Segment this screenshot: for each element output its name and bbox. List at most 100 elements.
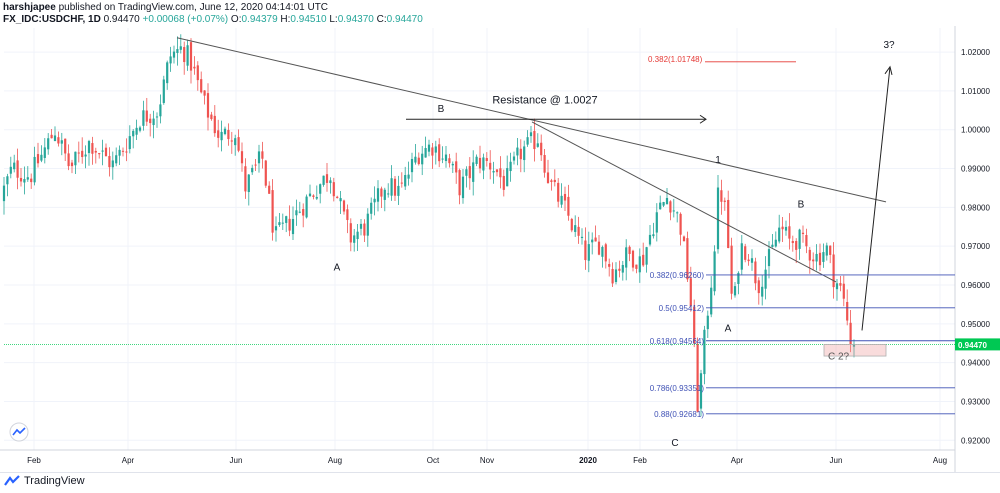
candle-body — [526, 137, 529, 145]
candle-body — [546, 172, 550, 184]
low-label: L: — [329, 14, 338, 25]
candle-body — [512, 156, 516, 161]
candle-body — [400, 182, 403, 184]
wave-label: B — [438, 104, 445, 115]
candle-body — [380, 188, 383, 197]
candle-body — [332, 182, 335, 197]
candle-body — [801, 232, 805, 235]
y-tick-label: 1.02000 — [961, 48, 990, 57]
candle-body — [713, 251, 716, 292]
y-tick-label: 0.92000 — [961, 436, 990, 445]
candle-body — [516, 147, 519, 156]
candle-body — [298, 211, 301, 213]
candle-body — [70, 162, 74, 167]
candle-body — [448, 158, 451, 164]
candle-body — [798, 229, 801, 249]
candle-body — [189, 42, 193, 71]
candle-body — [217, 130, 220, 138]
candle-body — [30, 178, 33, 183]
candle-body — [686, 238, 689, 280]
y-tick-label: 0.95000 — [961, 320, 990, 329]
candle-body — [308, 193, 312, 197]
fib-level-label: 0.5(0.95412) — [659, 304, 705, 313]
candle-body — [278, 222, 281, 226]
candle-body — [264, 160, 267, 186]
candle-body — [757, 280, 760, 294]
candle-body — [370, 202, 373, 214]
candle-body — [240, 151, 244, 164]
candle-body — [94, 150, 97, 153]
candle-body — [336, 196, 339, 198]
wave-label: C — [671, 438, 678, 449]
candle-body — [261, 151, 264, 159]
candle-body — [138, 127, 142, 131]
candle-body — [322, 175, 325, 185]
candle-body — [77, 152, 80, 154]
chart-area[interactable]: 1.02000 1.01000 1.00000 0.99000 0.98000 0.970… — [0, 26, 1000, 472]
candle-body — [325, 174, 329, 183]
candle-body — [363, 223, 366, 236]
candle-body — [625, 247, 628, 268]
candle-body — [125, 151, 128, 153]
candle-body — [502, 175, 505, 190]
candle-body — [152, 118, 155, 126]
author-name[interactable]: harshjapee — [3, 2, 56, 13]
candle-body — [91, 143, 94, 154]
candle-body — [468, 166, 471, 179]
candle-body — [366, 213, 369, 236]
candle-body — [754, 261, 757, 284]
candle-body — [621, 264, 624, 273]
candle-body — [689, 278, 692, 307]
candle-body — [159, 104, 162, 117]
candle-body — [162, 79, 165, 103]
candle-body — [424, 148, 427, 158]
candle-body — [805, 235, 808, 247]
symbol-label[interactable]: FX_IDC:USDCHF, 1D — [3, 14, 101, 25]
y-tick-label: 0.99000 — [961, 165, 990, 174]
candle-body — [115, 155, 118, 164]
candle-body — [206, 93, 210, 118]
fib-level-label: 0.382(0.96260) — [650, 271, 705, 280]
tradingview-logo[interactable]: TradingView — [4, 475, 85, 487]
candle-body — [295, 210, 298, 216]
candle-body — [169, 56, 172, 64]
candle-body — [64, 138, 67, 154]
candle-body — [750, 258, 754, 263]
tradingview-icon — [4, 475, 20, 486]
candle-body — [305, 196, 308, 218]
candlestick-chart[interactable]: 1.02000 1.01000 1.00000 0.99000 0.98000 0.970… — [0, 26, 1000, 472]
candle-body — [132, 130, 135, 137]
candle-body — [244, 166, 247, 192]
candle-body — [665, 197, 669, 205]
candle-body — [676, 212, 679, 214]
candle-body — [247, 174, 250, 193]
candle-body — [444, 154, 448, 162]
candle-body — [652, 234, 655, 237]
y-tick-label: 0.96000 — [961, 281, 990, 290]
candle-body — [482, 157, 485, 171]
high-label: H: — [280, 14, 291, 25]
publish-line: harshjapee published on TradingView.com,… — [3, 2, 328, 13]
target-level-label: 0.382(1.01748) — [648, 55, 703, 64]
y-tick-label: 0.93000 — [961, 397, 990, 406]
candle-body — [373, 198, 376, 203]
candle-body — [835, 283, 839, 290]
projection-arrow-head — [884, 65, 893, 75]
candle-body — [67, 153, 70, 167]
fib-level-label: 0.786(0.93351) — [650, 384, 705, 393]
candle-body — [655, 212, 658, 233]
candle-body — [533, 130, 536, 150]
candle-body — [319, 184, 322, 194]
candle-body — [257, 151, 261, 164]
candle-body — [390, 178, 393, 196]
x-tick-label: Oct — [427, 456, 440, 465]
candle-body — [852, 344, 856, 347]
candle-body — [577, 226, 580, 236]
candle-body — [461, 176, 465, 199]
candle-body — [431, 147, 434, 156]
candle-body — [23, 179, 26, 183]
candle-body — [434, 146, 437, 153]
candle-body — [737, 272, 740, 284]
candle-body — [730, 245, 733, 294]
candle-body — [13, 162, 16, 170]
